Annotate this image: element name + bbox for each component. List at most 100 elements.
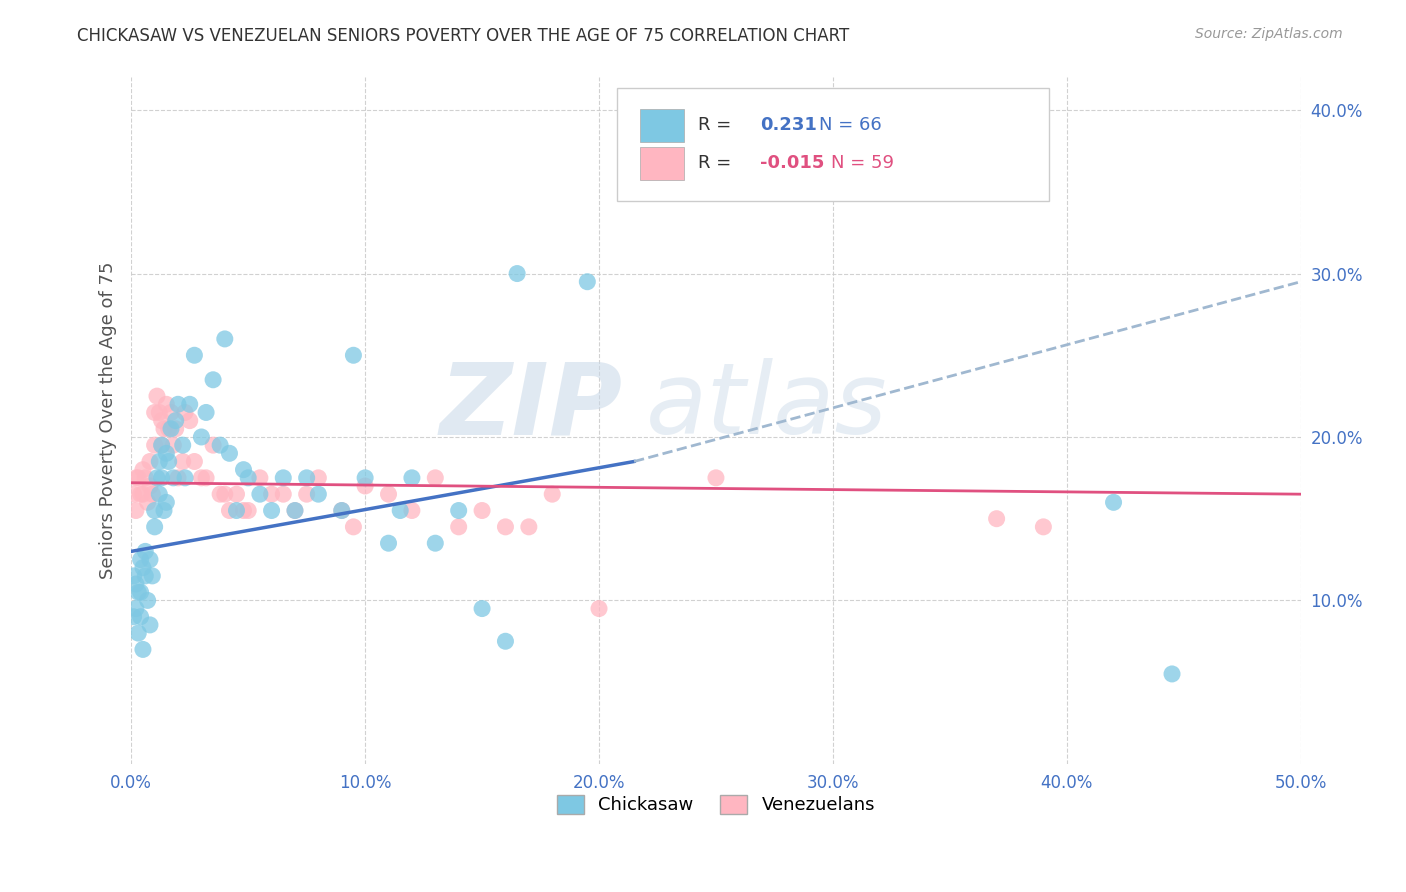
Point <box>148 487 170 501</box>
Point <box>136 495 159 509</box>
Point <box>129 552 152 566</box>
Point <box>153 503 176 517</box>
Point <box>342 348 364 362</box>
Point <box>148 405 170 419</box>
Point <box>183 454 205 468</box>
Point <box>172 438 194 452</box>
Point <box>271 487 294 501</box>
Point <box>155 397 177 411</box>
Y-axis label: Seniors Poverty Over the Age of 75: Seniors Poverty Over the Age of 75 <box>100 262 117 580</box>
Point <box>167 471 190 485</box>
Point <box>134 569 156 583</box>
Point <box>495 520 517 534</box>
Point <box>150 471 173 485</box>
Point <box>141 487 163 501</box>
Point <box>122 487 145 501</box>
Point <box>174 405 197 419</box>
Text: 0.231: 0.231 <box>761 117 817 135</box>
Point <box>153 422 176 436</box>
Point <box>165 422 187 436</box>
Point <box>143 520 166 534</box>
Point <box>132 560 155 574</box>
Point <box>354 471 377 485</box>
Point <box>172 454 194 468</box>
Point <box>214 487 236 501</box>
Text: R =: R = <box>699 117 737 135</box>
Point <box>425 536 447 550</box>
Legend: Chickasaw, Venezuelans: Chickasaw, Venezuelans <box>547 786 884 823</box>
Point <box>141 569 163 583</box>
Point <box>132 642 155 657</box>
Point <box>249 471 271 485</box>
Point <box>471 601 494 615</box>
Point <box>202 438 225 452</box>
Point <box>139 618 162 632</box>
Text: -0.015: -0.015 <box>761 154 825 172</box>
Point <box>132 463 155 477</box>
Point <box>232 503 254 517</box>
Point <box>238 503 260 517</box>
Point <box>401 503 423 517</box>
Point <box>127 626 149 640</box>
Point <box>225 503 247 517</box>
Point <box>225 487 247 501</box>
Point <box>471 503 494 517</box>
Point <box>139 479 162 493</box>
Point <box>143 438 166 452</box>
Point <box>389 503 412 517</box>
Point <box>447 503 470 517</box>
Point <box>447 520 470 534</box>
Point <box>330 503 353 517</box>
Point <box>342 520 364 534</box>
Point <box>209 487 232 501</box>
Point <box>704 471 727 485</box>
Point <box>157 454 180 468</box>
Point <box>238 471 260 485</box>
Point <box>284 503 307 517</box>
Point <box>157 422 180 436</box>
Point <box>129 609 152 624</box>
Point <box>506 267 529 281</box>
Text: R =: R = <box>699 154 737 172</box>
Point <box>869 128 891 142</box>
Point <box>195 405 218 419</box>
Point <box>588 601 610 615</box>
Point <box>354 479 377 493</box>
Point <box>134 544 156 558</box>
Point <box>541 487 564 501</box>
Point <box>155 495 177 509</box>
Point <box>307 487 329 501</box>
Point <box>330 503 353 517</box>
Point <box>260 503 283 517</box>
Point <box>179 414 201 428</box>
Point <box>127 471 149 485</box>
Point <box>209 438 232 452</box>
Point <box>1161 667 1184 681</box>
Point <box>377 536 399 550</box>
Point <box>122 609 145 624</box>
Point <box>122 569 145 583</box>
Point <box>136 593 159 607</box>
Point <box>495 634 517 648</box>
Text: Source: ZipAtlas.com: Source: ZipAtlas.com <box>1195 27 1343 41</box>
Text: atlas: atlas <box>645 359 887 456</box>
Point <box>307 471 329 485</box>
Text: ZIP: ZIP <box>440 359 623 456</box>
Text: CHICKASAW VS VENEZUELAN SENIORS POVERTY OVER THE AGE OF 75 CORRELATION CHART: CHICKASAW VS VENEZUELAN SENIORS POVERTY … <box>77 27 849 45</box>
Point <box>190 471 212 485</box>
Point <box>132 487 155 501</box>
Point <box>218 503 240 517</box>
Text: N = 66: N = 66 <box>818 117 882 135</box>
Point <box>155 446 177 460</box>
Point <box>425 471 447 485</box>
Point <box>986 511 1008 525</box>
Point <box>377 487 399 501</box>
Point <box>127 585 149 599</box>
Point <box>146 471 169 485</box>
Point <box>401 471 423 485</box>
FancyBboxPatch shape <box>617 87 1049 201</box>
Point <box>150 414 173 428</box>
Point <box>139 454 162 468</box>
Text: N = 59: N = 59 <box>831 154 894 172</box>
Point <box>576 275 599 289</box>
